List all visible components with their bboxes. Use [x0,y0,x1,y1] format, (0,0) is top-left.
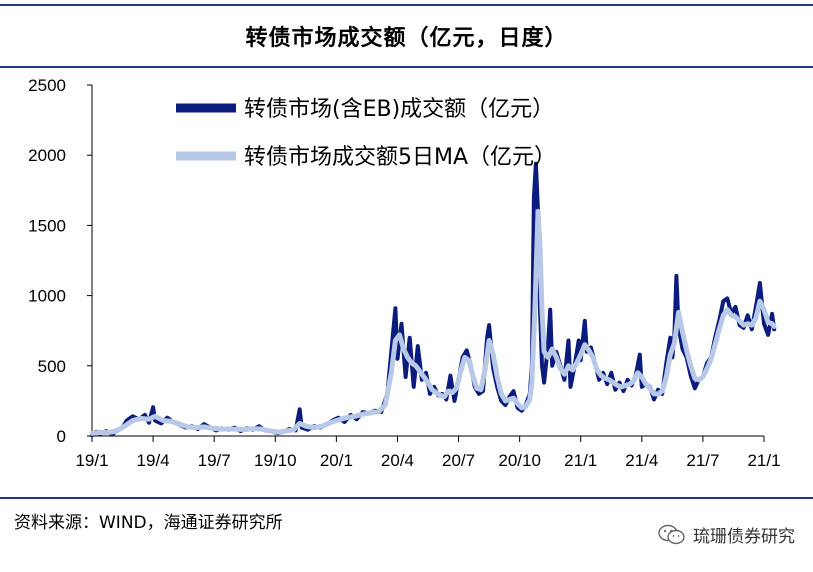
x-tick-label: 19/4 [137,451,170,470]
x-tick-label: 19/10 [254,451,297,470]
y-tick-label: 0 [57,427,66,446]
title-rule [0,66,813,68]
y-tick-label: 1500 [28,216,66,235]
x-tick-label: 20/7 [442,451,475,470]
trading-volume-chart: 0 500 1000 1500 2000 2500 19/1 19/4 19/7 19/10 20/… [28,76,780,470]
y-tick-label: 2500 [28,76,66,95]
chart-legend: 转债市场(含EB)成交额（亿元） 转债市场成交额5日MA（亿元） [176,97,556,170]
x-tick-label: 21/1 [747,451,780,470]
x-tick-label: 19/1 [75,451,108,470]
brand-badge[interactable]: 琉珊债券研究 [657,522,795,547]
series-line-1 [90,161,777,438]
x-tick-label: 21/4 [625,451,658,470]
chart-axes: 0 500 1000 1500 2000 2500 19/1 19/4 19/7 19/10 20/… [28,76,780,470]
bottom-rule [0,497,813,499]
x-tick-label: 20/10 [498,451,541,470]
x-tick-label: 20/4 [381,451,414,470]
x-tick-label: 19/7 [198,451,231,470]
y-tick-label: 500 [38,357,66,376]
source-note: 资料来源：WIND，海通证券研究所 [14,513,283,533]
legend-label-1: 转债市场(含EB)成交额（亿元） [244,97,554,122]
y-tick-label: 1000 [28,287,66,306]
y-tick-label: 2000 [28,146,66,165]
x-tick-label: 20/1 [320,451,353,470]
top-rule [0,4,813,6]
x-tick-label: 21/1 [564,451,597,470]
wechat-icon [658,524,685,544]
chart-series [89,161,777,438]
brand-label: 琉珊债券研究 [693,527,795,547]
x-tick-label: 21/7 [686,451,719,470]
page-title: 转债市场成交额（亿元，日度） [245,26,568,51]
legend-label-2: 转债市场成交额5日MA（亿元） [244,145,556,170]
series-line-2 [89,208,777,436]
